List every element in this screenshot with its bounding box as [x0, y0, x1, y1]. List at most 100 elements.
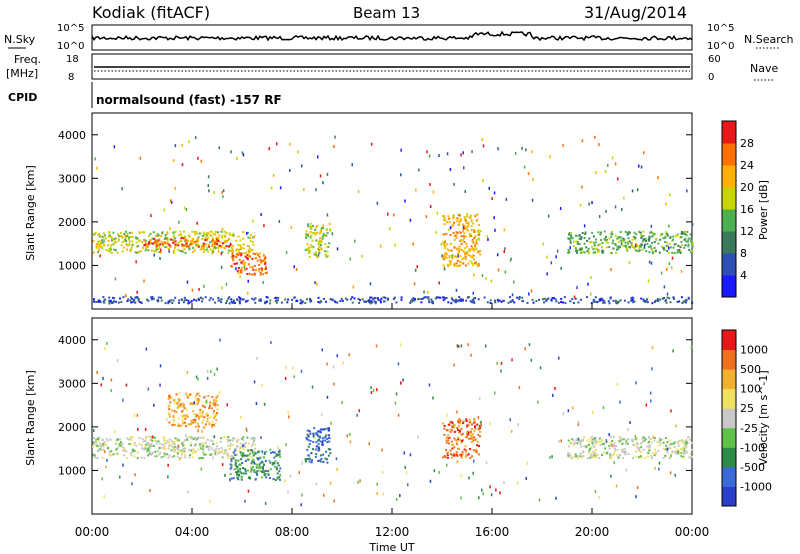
heat-cell: [626, 249, 629, 252]
heat-speckle: [555, 496, 557, 500]
heat-cell: [453, 446, 456, 449]
heat-speckle: [583, 224, 586, 228]
heat-cell: [235, 471, 238, 474]
heat-cell: [470, 234, 473, 237]
heat-speckle: [288, 415, 290, 419]
heat-cell: [220, 298, 223, 301]
heat-cell: [474, 235, 477, 238]
heat-cell: [587, 247, 590, 250]
heat-cell: [205, 232, 208, 235]
heat-cell: [195, 415, 198, 418]
heat-speckle: [169, 227, 171, 231]
heat-cell: [132, 443, 135, 446]
heat-cell: [466, 229, 469, 232]
heat-speckle: [658, 467, 660, 471]
heat-cell: [574, 441, 577, 444]
heat-speckle: [381, 470, 384, 474]
heat-cell: [464, 218, 467, 220]
heat-speckle: [510, 429, 513, 433]
freq-panel-frame: [91, 53, 693, 80]
heat-cell: [238, 302, 241, 305]
heat-speckle: [293, 375, 295, 379]
heat-speckle: [208, 189, 210, 193]
heat-cell: [476, 213, 479, 216]
heat-cell: [136, 457, 139, 460]
heat-speckle: [590, 276, 592, 279]
heat-cell: [624, 442, 627, 445]
heat-cell: [139, 250, 142, 253]
heat-speckle: [560, 439, 562, 443]
heat-cell: [100, 446, 103, 448]
heat-cell: [188, 235, 191, 238]
heat-speckle: [466, 424, 468, 428]
heat-cell: [462, 420, 465, 423]
heat-cell: [580, 439, 583, 442]
heat-cell: [264, 473, 267, 476]
heat-cell: [582, 251, 585, 254]
heat-cell: [129, 436, 132, 439]
heat-cell: [176, 446, 179, 449]
heat-cell: [446, 243, 449, 246]
heat-cell: [526, 301, 529, 304]
heat-cell: [567, 237, 570, 240]
heat-speckle: [333, 499, 335, 503]
heat-cell: [128, 438, 131, 441]
heat-cell: [205, 248, 208, 251]
heat-cell: [571, 298, 574, 301]
heat-cell: [575, 455, 578, 458]
heat-cell: [644, 301, 647, 304]
heat-cell: [318, 252, 321, 254]
heat-cell: [168, 404, 171, 407]
heat-cell: [164, 302, 167, 305]
heat-speckle: [341, 401, 343, 405]
heat-cell: [197, 244, 200, 247]
heat-cell: [581, 438, 584, 441]
heat-cell: [158, 238, 161, 241]
heat-cell: [252, 459, 255, 462]
heat-speckle: [131, 482, 133, 486]
heat-speckle: [634, 435, 637, 438]
heat-cell: [592, 438, 595, 441]
heat-cell: [160, 296, 162, 299]
heat-cell: [145, 244, 148, 247]
heat-speckle: [326, 362, 328, 366]
heat-speckle: [481, 488, 483, 492]
heat-cell: [457, 420, 460, 423]
heat-speckle: [511, 358, 513, 362]
heat-cell: [642, 436, 645, 439]
heat-cell: [688, 297, 690, 300]
heat-speckle: [514, 151, 517, 155]
heat-cell: [462, 257, 465, 259]
heat-cell: [97, 300, 100, 303]
heat-cell: [489, 302, 492, 304]
heat-cell: [457, 429, 460, 432]
heat-cell: [315, 453, 318, 455]
heat-cell: [351, 296, 354, 299]
heat-cell: [167, 456, 170, 459]
heat-cell: [474, 215, 477, 217]
x-tick-label: 00:00: [75, 525, 110, 539]
heat-cell: [314, 229, 317, 231]
heat-cell: [654, 452, 657, 455]
heat-cell: [591, 245, 594, 248]
heat-cell: [307, 454, 310, 457]
heat-cell: [173, 399, 176, 402]
heat-cell: [454, 301, 457, 304]
heat-speckle: [516, 481, 519, 485]
heat-cell: [477, 233, 480, 236]
heat-speckle: [500, 369, 502, 373]
heat-cell: [317, 443, 320, 445]
heat-cell: [117, 233, 120, 236]
heat-cell: [479, 230, 482, 233]
heat-cell: [327, 454, 330, 457]
heat-cell: [130, 236, 132, 238]
heat-cell: [168, 413, 171, 416]
heat-cell: [200, 457, 203, 459]
heat-cell: [173, 419, 176, 422]
heat-speckle: [106, 342, 108, 345]
heat-cell: [627, 232, 630, 235]
heat-cell: [475, 242, 478, 245]
heat-cell: [278, 470, 281, 473]
heat-speckle: [376, 201, 379, 205]
heat-cell: [264, 271, 267, 274]
